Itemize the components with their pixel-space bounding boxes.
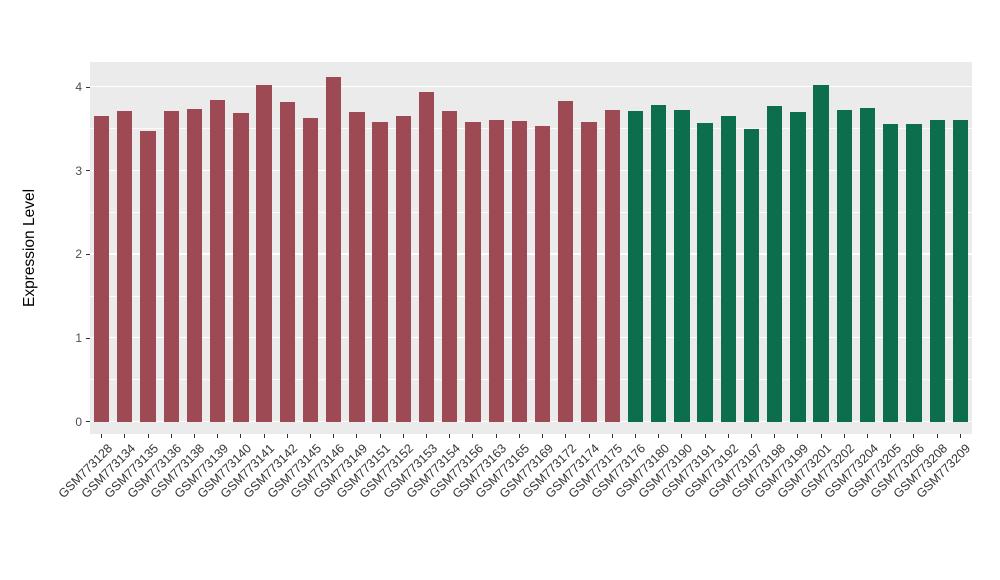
bar — [233, 113, 249, 422]
minor-gridline — [90, 379, 972, 381]
y-tick-label: 3 — [75, 163, 82, 178]
bar — [140, 131, 156, 422]
bar — [395, 116, 411, 422]
bar — [511, 120, 528, 422]
x-tick-mark — [240, 434, 242, 438]
major-gridline — [90, 336, 972, 339]
major-gridline — [90, 253, 972, 255]
x-tick-mark — [217, 434, 219, 438]
y-tick-label: 2 — [75, 247, 82, 262]
x-tick-mark — [890, 434, 892, 438]
bar — [163, 110, 179, 422]
x-tick-mark — [658, 434, 660, 438]
bar — [906, 123, 922, 422]
x-tick-mark — [681, 434, 683, 438]
bar — [302, 118, 319, 422]
x-tick-mark — [843, 434, 845, 438]
x-tick-mark — [542, 434, 544, 438]
x-tick-mark — [333, 434, 335, 438]
major-gridline — [90, 169, 972, 171]
x-tick-mark — [588, 434, 590, 438]
bar — [883, 123, 899, 422]
bar — [581, 122, 597, 422]
bar — [349, 112, 365, 422]
bar — [209, 99, 226, 422]
y-tick-mark — [86, 253, 90, 255]
x-tick-mark — [449, 434, 451, 438]
x-tick-mark — [495, 434, 497, 438]
minor-gridline — [90, 211, 972, 213]
x-tick-mark — [797, 434, 799, 438]
bar — [720, 115, 736, 422]
bar — [929, 119, 945, 422]
x-tick-mark — [263, 434, 265, 438]
bar — [418, 92, 435, 422]
minor-gridline — [90, 295, 972, 297]
x-tick-mark — [472, 434, 474, 438]
bar — [488, 119, 504, 422]
x-tick-mark — [124, 434, 126, 438]
bar — [117, 110, 133, 422]
x-tick-mark — [402, 434, 404, 438]
bar — [186, 108, 203, 422]
bar — [650, 104, 667, 422]
bar — [743, 128, 760, 422]
y-tick-mark — [86, 421, 90, 423]
bar — [836, 109, 852, 422]
y-tick-mark — [86, 337, 90, 339]
bar — [627, 110, 644, 422]
y-tick-mark — [86, 170, 90, 172]
major-gridline — [90, 85, 972, 88]
bar — [813, 85, 829, 422]
x-tick-mark — [913, 434, 915, 438]
y-tick-label: 1 — [75, 331, 82, 346]
x-tick-mark — [704, 434, 706, 438]
x-tick-mark — [101, 434, 103, 438]
bar — [767, 106, 783, 422]
x-tick-mark — [310, 434, 311, 438]
x-tick-mark — [959, 434, 961, 438]
x-tick-mark — [611, 434, 613, 438]
bar — [465, 122, 481, 422]
x-tick-mark — [867, 434, 869, 438]
x-tick-mark — [356, 434, 358, 438]
bar — [952, 119, 969, 422]
minor-gridline — [90, 128, 972, 129]
bar — [256, 85, 272, 422]
y-tick-label: 0 — [75, 414, 82, 429]
bar — [859, 108, 876, 422]
bar — [372, 122, 388, 422]
x-tick-mark — [751, 434, 752, 438]
x-tick-mark — [518, 434, 520, 438]
bar — [326, 77, 342, 422]
x-tick-mark — [170, 434, 172, 438]
y-tick-mark — [86, 86, 90, 88]
bar — [558, 100, 574, 422]
bar — [279, 102, 295, 422]
x-tick-mark — [426, 434, 428, 438]
bar — [674, 109, 690, 422]
y-tick-label: 4 — [75, 80, 82, 95]
x-tick-mark — [379, 434, 381, 438]
x-tick-mark — [774, 434, 776, 438]
x-tick-mark — [565, 434, 567, 438]
x-tick-mark — [727, 434, 729, 438]
x-tick-mark — [147, 434, 149, 438]
x-tick-mark — [193, 434, 195, 438]
bar — [534, 125, 551, 422]
plot-panel — [90, 62, 972, 434]
bar — [697, 123, 713, 422]
bar — [790, 112, 806, 422]
bar — [442, 111, 458, 422]
x-tick-mark — [936, 434, 938, 438]
x-tick-mark — [634, 434, 636, 438]
bar — [93, 116, 110, 422]
x-tick-mark — [820, 434, 822, 438]
x-tick-mark — [286, 434, 288, 438]
major-gridline — [90, 420, 972, 422]
bar — [604, 109, 620, 422]
